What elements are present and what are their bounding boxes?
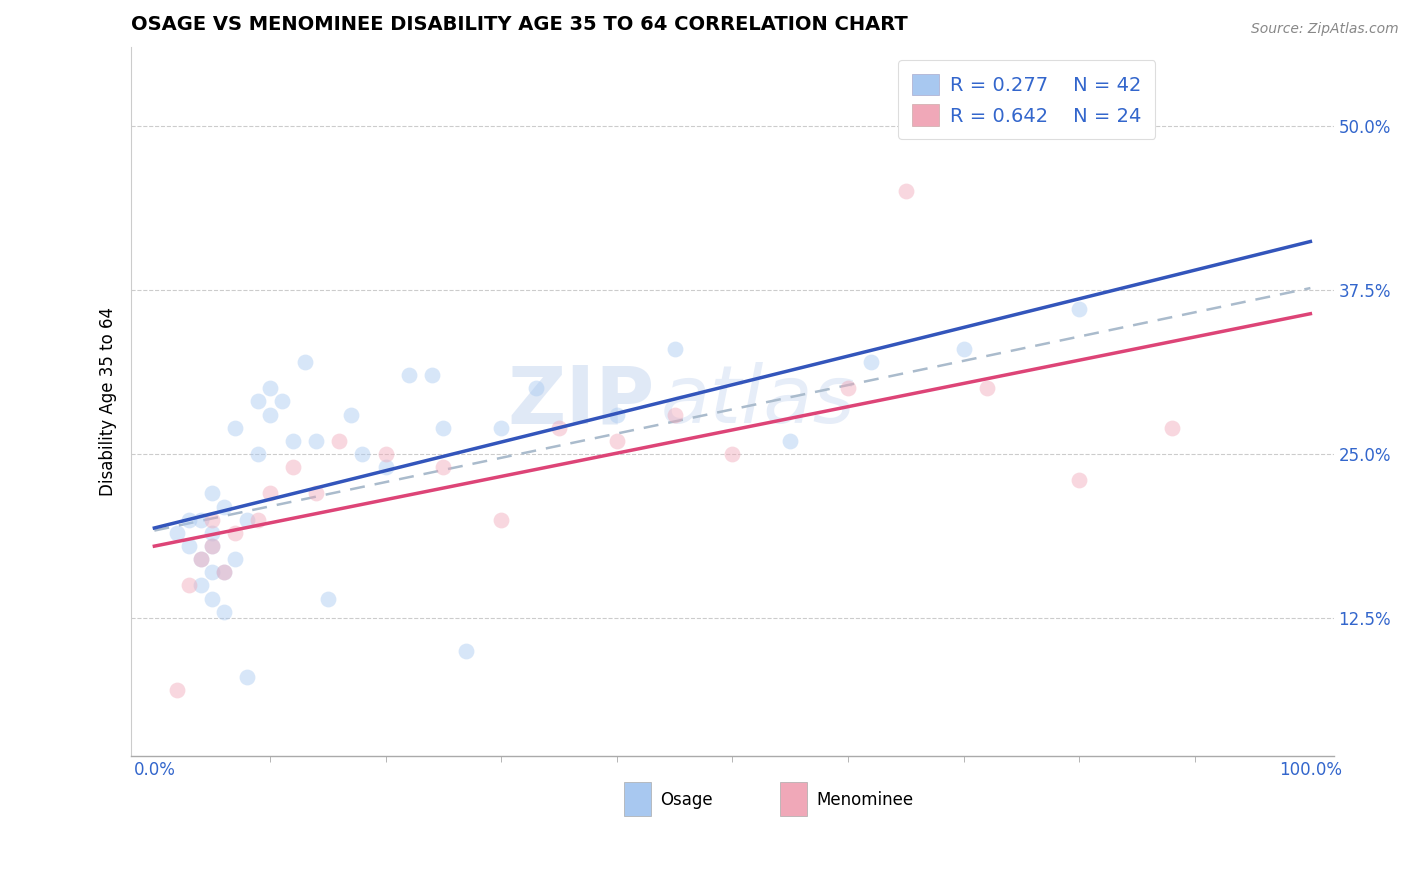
Point — [664, 408, 686, 422]
Text: OSAGE VS MENOMINEE DISABILITY AGE 35 TO 64 CORRELATION CHART: OSAGE VS MENOMINEE DISABILITY AGE 35 TO … — [131, 15, 908, 34]
Point — [398, 368, 420, 383]
Point — [374, 447, 396, 461]
Text: Osage: Osage — [661, 791, 713, 809]
Point — [837, 381, 859, 395]
Point — [259, 408, 281, 422]
Point — [548, 420, 571, 434]
Point — [294, 355, 316, 369]
Point — [721, 447, 744, 461]
Point — [177, 539, 200, 553]
Point — [212, 566, 235, 580]
Point — [166, 525, 188, 540]
Point — [259, 381, 281, 395]
Point — [201, 566, 224, 580]
Point — [201, 486, 224, 500]
Point — [281, 434, 304, 448]
Point — [166, 683, 188, 698]
Point — [201, 513, 224, 527]
Point — [190, 552, 212, 566]
Point — [305, 486, 328, 500]
Point — [177, 578, 200, 592]
Point — [201, 591, 224, 606]
Point — [606, 408, 628, 422]
Point — [860, 355, 883, 369]
Point — [456, 644, 478, 658]
Text: ZIP: ZIP — [508, 362, 654, 441]
Point — [1160, 420, 1182, 434]
Point — [432, 420, 454, 434]
Point — [236, 513, 259, 527]
Point — [177, 513, 200, 527]
Point — [270, 394, 292, 409]
Point — [247, 447, 270, 461]
Point — [894, 184, 917, 198]
FancyBboxPatch shape — [624, 782, 651, 816]
Point — [432, 460, 454, 475]
Point — [489, 420, 512, 434]
Text: Menominee: Menominee — [817, 791, 914, 809]
Point — [281, 460, 304, 475]
Point — [664, 342, 686, 356]
Point — [976, 381, 998, 395]
Point — [305, 434, 328, 448]
Text: Source: ZipAtlas.com: Source: ZipAtlas.com — [1251, 22, 1399, 37]
Point — [1069, 302, 1091, 317]
Point — [259, 486, 281, 500]
Point — [1069, 473, 1091, 487]
Point — [224, 552, 246, 566]
Point — [606, 434, 628, 448]
Point — [190, 513, 212, 527]
Point — [201, 525, 224, 540]
Point — [374, 460, 396, 475]
Point — [201, 539, 224, 553]
Point — [489, 513, 512, 527]
Point — [247, 513, 270, 527]
Point — [328, 434, 350, 448]
Point — [212, 500, 235, 514]
Point — [236, 670, 259, 684]
Y-axis label: Disability Age 35 to 64: Disability Age 35 to 64 — [100, 307, 117, 496]
FancyBboxPatch shape — [780, 782, 807, 816]
Point — [952, 342, 974, 356]
Point — [190, 552, 212, 566]
Text: atlas: atlas — [661, 362, 855, 441]
Point — [190, 578, 212, 592]
Point — [316, 591, 339, 606]
Point — [201, 539, 224, 553]
Point — [212, 605, 235, 619]
Point — [247, 394, 270, 409]
Point — [779, 434, 801, 448]
Point — [524, 381, 547, 395]
Point — [224, 420, 246, 434]
Point — [420, 368, 443, 383]
Point — [212, 566, 235, 580]
Point — [340, 408, 363, 422]
Legend: R = 0.277    N = 42, R = 0.642    N = 24: R = 0.277 N = 42, R = 0.642 N = 24 — [898, 60, 1156, 139]
Point — [224, 525, 246, 540]
Point — [352, 447, 374, 461]
